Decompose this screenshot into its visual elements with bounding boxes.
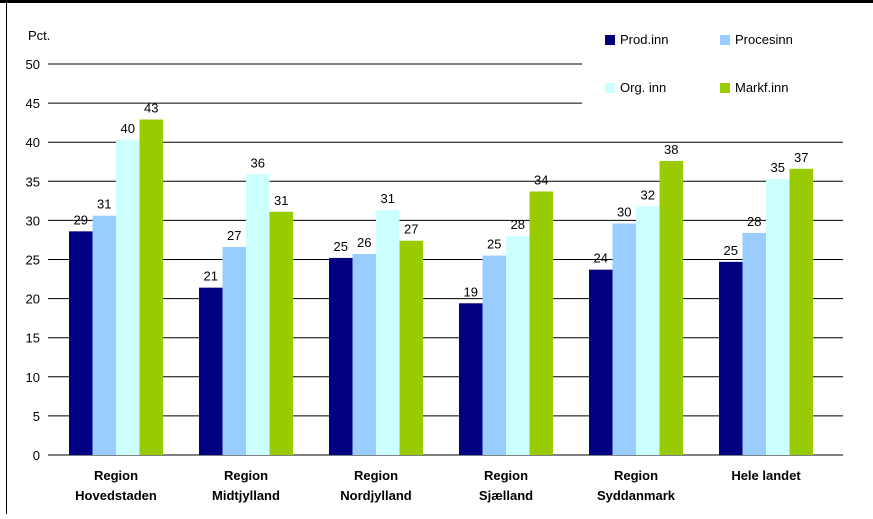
bar: [352, 254, 376, 455]
bar: [222, 246, 246, 455]
bar-value-label: 26: [357, 235, 371, 250]
bar: [269, 211, 293, 455]
bar: [766, 178, 790, 456]
bar-value-label: 36: [251, 155, 265, 170]
bar-value-label: 28: [747, 214, 761, 229]
top-rule: [0, 0, 873, 3]
bar-value-label: 28: [511, 217, 525, 232]
legend: Prod.inn Procesinn Org. inn Markf.inn: [605, 32, 793, 95]
bar: [246, 174, 270, 455]
y-tick-labels: 0 5 10 15 20 25 30 35 40 45 50: [26, 57, 40, 463]
bar: [92, 215, 116, 455]
bar: [69, 231, 93, 455]
bar: [139, 119, 163, 455]
y-tick-label: 40: [26, 135, 40, 150]
bar-value-label: 30: [617, 205, 631, 220]
x-tick-label: Region: [614, 468, 658, 483]
bar: [506, 236, 530, 455]
bar: [659, 160, 683, 455]
bar-value-label: 24: [594, 251, 608, 266]
x-tick-labels: Region Hovedstaden Region Midtjylland Region…: [75, 468, 801, 503]
y-axis-label: Pct.: [28, 28, 50, 43]
bar: [589, 269, 613, 455]
bar: [612, 223, 636, 455]
bar-value-label: 37: [794, 150, 808, 165]
bar-value-label: 32: [641, 187, 655, 202]
x-tick-label: Nordjylland: [340, 488, 412, 503]
y-tick-label: 35: [26, 174, 40, 189]
y-tick-label: 20: [26, 292, 40, 307]
y-tick-label: 0: [33, 448, 40, 463]
bar-value-label: 25: [334, 239, 348, 254]
x-tick-label: Midtjylland: [212, 488, 280, 503]
bar: [399, 240, 423, 455]
bar: [482, 255, 506, 455]
bar: [529, 191, 553, 455]
bar-value-label: 27: [404, 222, 418, 237]
bar: [329, 257, 353, 455]
bar: [459, 303, 483, 455]
legend-label: Org. inn: [620, 80, 666, 95]
legend-swatch: [720, 83, 730, 93]
bar-value-label: 38: [664, 142, 678, 157]
x-tick-label: Region: [94, 468, 138, 483]
y-tick-label: 5: [33, 409, 40, 424]
bar: [376, 210, 400, 455]
legend-swatch: [605, 83, 615, 93]
bar-value-label: 25: [487, 237, 501, 252]
x-tick-label: Syddanmark: [597, 488, 676, 503]
bar-value-label: 34: [534, 172, 548, 187]
x-tick-label: Region: [224, 468, 268, 483]
bar: [742, 232, 766, 455]
frame-left-border: [6, 3, 7, 514]
bars: [69, 119, 813, 456]
x-tick-label: Hele landet: [731, 468, 801, 483]
legend-label: Prod.inn: [620, 32, 668, 47]
bar: [116, 139, 140, 455]
bar-value-label: 29: [74, 212, 88, 227]
data-labels: 29 31 40 43 21 27 36 31 25 26 31 27 19 25 28 34 24 30 32 38…: [74, 101, 809, 300]
bar: [789, 168, 813, 455]
legend-label: Procesinn: [735, 32, 793, 47]
bar-value-label: 40: [121, 121, 135, 136]
x-tick-label: Hovedstaden: [75, 488, 157, 503]
bar-value-label: 31: [274, 193, 288, 208]
y-tick-label: 50: [26, 57, 40, 72]
bar-value-label: 35: [771, 160, 785, 175]
bar-value-label: 31: [97, 197, 111, 212]
y-tick-label: 25: [26, 253, 40, 268]
bar: [636, 206, 660, 455]
y-tick-label: 10: [26, 370, 40, 385]
x-tick-label: Sjælland: [479, 488, 533, 503]
y-tick-label: 15: [26, 331, 40, 346]
legend-swatch: [720, 35, 730, 45]
bar: [199, 287, 223, 455]
legend-swatch: [605, 35, 615, 45]
bar-value-label: 31: [381, 191, 395, 206]
x-tick-label: Region: [484, 468, 528, 483]
bar-value-label: 21: [204, 269, 218, 284]
legend-label: Markf.inn: [735, 80, 788, 95]
x-tick-label: Region: [354, 468, 398, 483]
bar-value-label: 25: [724, 243, 738, 258]
bar: [719, 261, 743, 455]
bar-value-label: 19: [464, 284, 478, 299]
y-tick-label: 30: [26, 213, 40, 228]
bar-value-label: 27: [227, 228, 241, 243]
gridlines: [48, 63, 843, 456]
bar-value-label: 43: [144, 101, 158, 116]
y-tick-label: 45: [26, 96, 40, 111]
